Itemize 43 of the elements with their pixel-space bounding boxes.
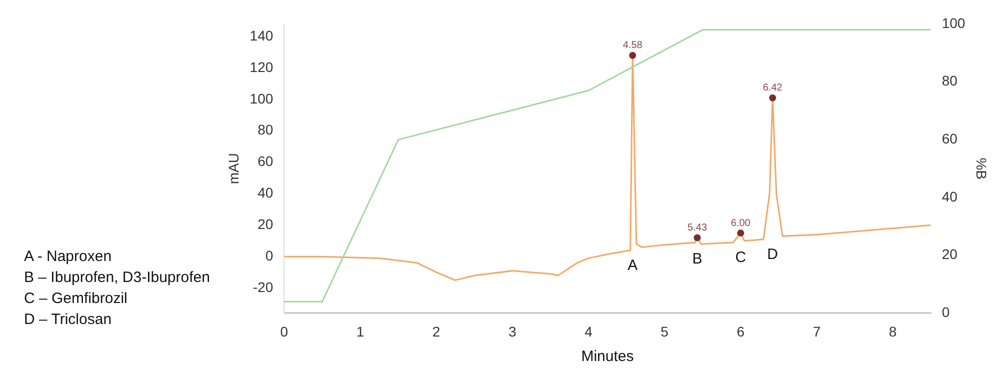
point [629,52,636,59]
y2-axis-title: %B [974,158,990,180]
annotation: C [735,249,746,266]
point [694,234,701,242]
y-tick-label: 0 [265,247,274,264]
annotation: B [692,250,702,268]
y2-tick-label: 100 [942,14,966,31]
point [737,230,744,237]
y-tick-label: 140 [250,27,274,44]
x-tick-label: 2 [432,323,440,340]
text: A - Naproxen [24,247,113,267]
y2-tick-label: 0 [942,304,950,320]
y-tick-label: 100 [250,90,274,106]
x-tick-label: 4 [584,323,593,340]
y2-tick-label: 40 [942,188,958,204]
y-axis-title: mAU [225,153,242,184]
point [769,94,776,102]
y-tick-label: 60 [258,153,274,170]
y-tick-label: 40 [258,184,274,201]
x-tick-label: 8 [888,323,897,340]
x-tick-label: 6 [736,323,745,340]
y-tick-label: -20 [252,278,274,295]
annotation: 6.00 [730,218,751,229]
annotation: 4.58 [622,40,643,52]
annotation: 6.42 [762,82,783,94]
x-tick-label: 1 [356,323,364,340]
text: C – Gemfibrozil [24,289,128,309]
y-tick-label: 80 [258,122,274,138]
y-tick-label: 20 [258,216,274,232]
y2-tick-label: 60 [942,130,958,147]
annotation: 5.43 [688,222,708,234]
x-axis-title: Minutes [581,348,634,366]
x-tick-label: 0 [280,323,288,340]
y2-tick-label: 20 [942,246,958,262]
x-tick-label: 3 [508,323,516,340]
y2-tick-label: 80 [942,72,958,89]
y-tick-label: 120 [250,58,274,75]
annotation: A [628,256,638,274]
text: D – Triclosan [24,310,113,330]
x-tick-label: 5 [660,323,669,340]
text: B – Ibuprofen, D3-Ibuprofen [24,268,210,288]
x-tick-label: 7 [812,323,821,340]
annotation: D [767,246,778,263]
